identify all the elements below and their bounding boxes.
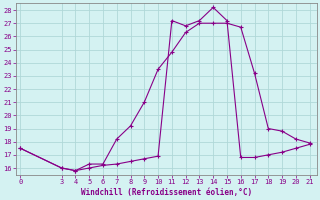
X-axis label: Windchill (Refroidissement éolien,°C): Windchill (Refroidissement éolien,°C) [81, 188, 252, 197]
